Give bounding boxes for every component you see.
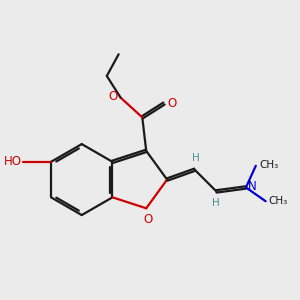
Text: CH₃: CH₃ (259, 160, 278, 170)
Text: H: H (212, 199, 220, 208)
Text: CH₃: CH₃ (269, 196, 288, 206)
Text: O: O (167, 97, 176, 110)
Text: O: O (108, 90, 117, 103)
Text: HO: HO (3, 154, 21, 167)
Text: N: N (248, 180, 257, 193)
Text: O: O (144, 213, 153, 226)
Text: H: H (192, 153, 200, 163)
